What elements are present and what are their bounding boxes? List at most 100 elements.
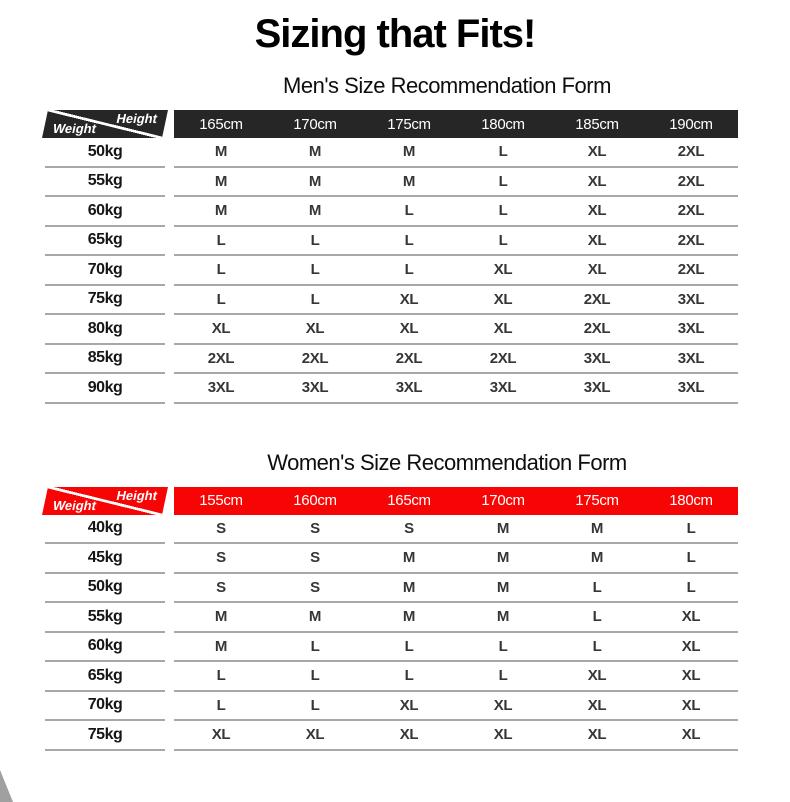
size-cell: XL xyxy=(493,320,513,338)
weight-cell: 55kg xyxy=(45,168,165,197)
size-cell: XL xyxy=(587,261,607,279)
size-cell: M xyxy=(308,608,322,626)
size-cell: L xyxy=(216,696,226,714)
size-cell: S xyxy=(310,519,320,537)
size-cell: 3XL xyxy=(677,320,705,338)
size-cell: L xyxy=(498,667,508,685)
size-cell: XL xyxy=(587,172,607,190)
size-row: M M M L XL 2XL xyxy=(174,168,738,197)
size-row: L L XL XL 2XL 3XL xyxy=(174,286,738,315)
size-cell: L xyxy=(498,143,508,161)
size-cell: M xyxy=(496,578,510,596)
size-cell: L xyxy=(498,202,508,220)
size-cell: M xyxy=(214,202,228,220)
page-corner-artifact xyxy=(0,770,13,802)
weight-cell: 50kg xyxy=(45,138,165,168)
weight-cell: 70kg xyxy=(45,692,165,721)
weight-cell: 90kg xyxy=(45,374,165,404)
size-cell: M xyxy=(214,608,228,626)
weight-cell: 80kg xyxy=(45,315,165,345)
size-cell: M xyxy=(496,519,510,537)
size-cell: XL xyxy=(211,726,231,744)
size-cell: 2XL xyxy=(677,261,705,279)
height-header-row: 165cm 170cm 175cm 180cm 185cm 190cm xyxy=(174,110,738,138)
size-cell: M xyxy=(590,519,604,537)
size-cell: L xyxy=(310,637,320,655)
size-cell: M xyxy=(496,608,510,626)
weight-cell: 60kg xyxy=(45,197,165,227)
corner-height-label: Height xyxy=(115,111,159,126)
weight-height-corner: Height Weight xyxy=(42,486,168,515)
size-cell: S xyxy=(216,578,226,596)
weight-cell: 75kg xyxy=(45,286,165,315)
size-cell: 3XL xyxy=(583,349,611,367)
size-cell: M xyxy=(496,549,510,567)
height-header-cell: 190cm xyxy=(669,115,713,133)
size-cell: M xyxy=(214,143,228,161)
height-header-cell: 180cm xyxy=(669,492,713,509)
size-row: 3XL 3XL 3XL 3XL 3XL 3XL xyxy=(174,374,738,404)
size-cell: M xyxy=(402,549,416,567)
size-cell: 3XL xyxy=(677,290,705,308)
weight-cell: 75kg xyxy=(45,721,165,751)
height-header-cell: 160cm xyxy=(293,492,337,509)
size-cell: L xyxy=(404,667,414,685)
size-cell: XL xyxy=(587,667,607,685)
size-cell: XL xyxy=(305,320,325,338)
size-cell: 3XL xyxy=(677,349,705,367)
size-cell: L xyxy=(404,202,414,220)
size-cell: 2XL xyxy=(301,349,329,367)
size-cell: L xyxy=(592,608,602,626)
height-header-cell: 185cm xyxy=(575,115,619,133)
height-header-cell: 175cm xyxy=(387,115,431,133)
size-cell: 2XL xyxy=(395,349,423,367)
size-cell: L xyxy=(686,519,696,537)
size-cell: S xyxy=(310,578,320,596)
size-row: L L L XL XL 2XL xyxy=(174,256,738,286)
size-row: L L L L XL 2XL xyxy=(174,227,738,256)
size-cell: M xyxy=(308,172,322,190)
height-header-cell: 170cm xyxy=(481,492,525,509)
weight-cell: 65kg xyxy=(45,662,165,692)
size-row: L L L L XL XL xyxy=(174,662,738,692)
size-cell: XL xyxy=(681,608,701,626)
size-row: M M M M L XL xyxy=(174,603,738,633)
size-cell: XL xyxy=(493,696,513,714)
size-cell: L xyxy=(216,290,226,308)
weight-cell: 55kg xyxy=(45,603,165,633)
size-cell: XL xyxy=(681,726,701,744)
size-row: XL XL XL XL XL XL xyxy=(174,721,738,751)
size-cell: XL xyxy=(493,261,513,279)
size-cell: M xyxy=(402,578,416,596)
womens-size-table: Height Weight 155cm 160cm 165cm 170cm 175cm 1… xyxy=(42,486,738,751)
size-cell: M xyxy=(214,172,228,190)
size-cell: XL xyxy=(399,726,419,744)
size-cell: L xyxy=(310,290,320,308)
height-header-cell: 175cm xyxy=(575,492,619,509)
size-cell: M xyxy=(308,202,322,220)
mens-size-table: Height Weight 165cm 170cm 175cm 180cm 185cm 1… xyxy=(42,110,738,404)
size-cell: L xyxy=(216,667,226,685)
size-cell: L xyxy=(498,231,508,249)
size-row: 2XL 2XL 2XL 2XL 3XL 3XL xyxy=(174,345,738,374)
mens-section: Men's Size Recommendation Form Height We… xyxy=(0,73,790,404)
size-cell: XL xyxy=(681,696,701,714)
size-cell: 2XL xyxy=(677,202,705,220)
height-header-cell: 180cm xyxy=(481,115,525,133)
weight-height-corner: Height Weight xyxy=(42,110,168,138)
weight-cell: 50kg xyxy=(45,574,165,603)
size-cell: 2XL xyxy=(583,320,611,338)
size-cell: 2XL xyxy=(583,290,611,308)
size-cell: L xyxy=(686,549,696,567)
size-cell: L xyxy=(216,231,226,249)
size-cell: S xyxy=(216,519,226,537)
size-cell: XL xyxy=(211,320,231,338)
mens-table-title: Men's Size Recommendation Form xyxy=(283,73,611,98)
size-cell: L xyxy=(686,578,696,596)
size-cell: 2XL xyxy=(677,172,705,190)
size-cell: M xyxy=(214,637,228,655)
size-cell: L xyxy=(498,172,508,190)
